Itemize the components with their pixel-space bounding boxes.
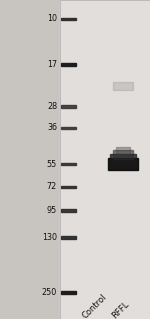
- Text: 17: 17: [47, 60, 57, 69]
- Text: 10: 10: [47, 14, 57, 24]
- Bar: [61, 105, 76, 108]
- Bar: [60, 0, 150, 319]
- Bar: [61, 186, 76, 188]
- Bar: [61, 209, 76, 212]
- Bar: [113, 82, 133, 90]
- Bar: [61, 292, 76, 294]
- Bar: [61, 18, 76, 20]
- Bar: [110, 154, 136, 164]
- Text: 55: 55: [47, 160, 57, 168]
- Text: 72: 72: [47, 182, 57, 191]
- Text: 95: 95: [47, 206, 57, 215]
- Bar: [108, 158, 138, 170]
- Bar: [61, 236, 76, 239]
- Bar: [61, 163, 76, 165]
- Text: 250: 250: [42, 288, 57, 297]
- Bar: [113, 150, 133, 159]
- Bar: [116, 147, 130, 154]
- Bar: [61, 127, 76, 129]
- Text: Control: Control: [81, 292, 109, 319]
- Text: 36: 36: [47, 123, 57, 132]
- Text: RFFL: RFFL: [111, 299, 131, 319]
- Text: 28: 28: [47, 102, 57, 111]
- Bar: [61, 63, 76, 65]
- Text: 130: 130: [42, 233, 57, 242]
